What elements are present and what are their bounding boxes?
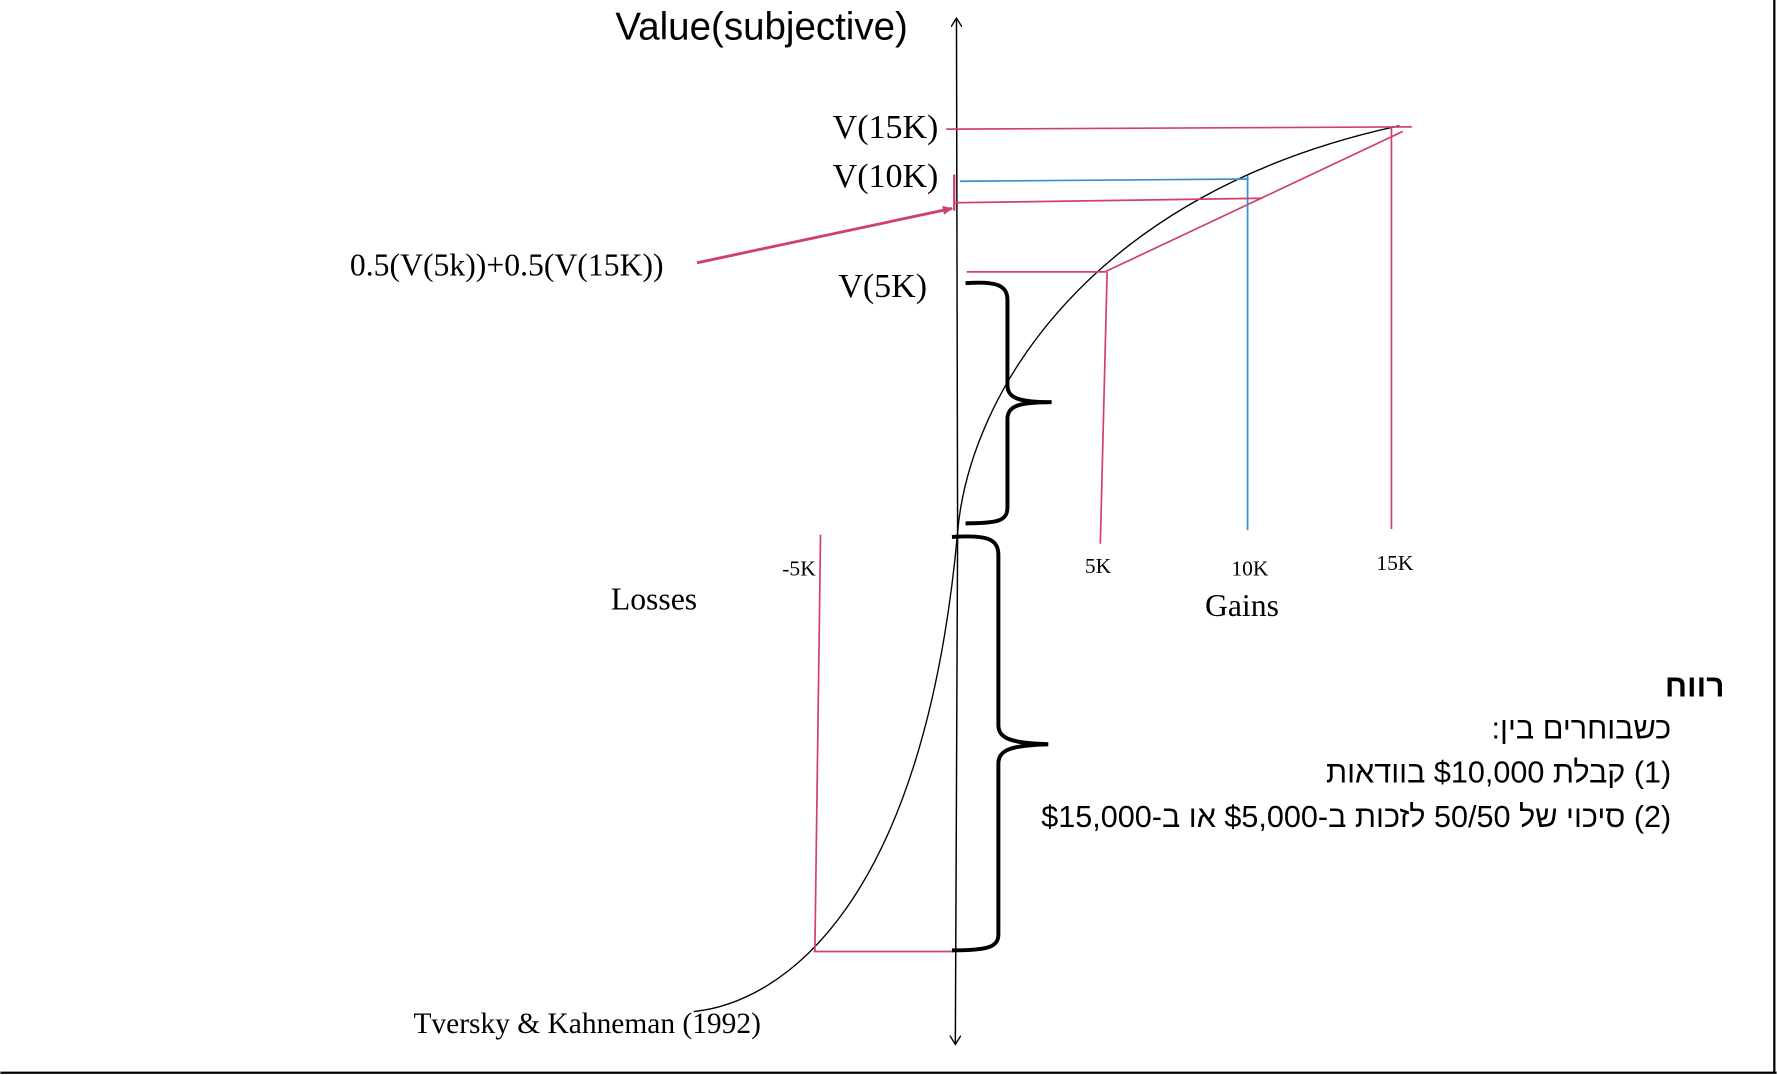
value-function-curve [693,125,1400,1013]
tick-15k: 15K [1376,551,1414,575]
v10k-label: V(10K) [833,158,939,195]
neg5k-vertical [814,534,822,952]
hebrew-line-1: כשבוחרים בין: [1492,712,1672,746]
hebrew-title: רווח [1665,668,1725,704]
y-axis-label: Value(subjective) [615,6,907,49]
gain-brace [965,280,1052,526]
hebrew-line-2: (1) קבלת $10,000 בוודאות [1326,756,1671,790]
chord-line [1104,130,1404,273]
expected-value-arrow [696,205,954,265]
gains-label: Gains [1205,588,1279,623]
tick-5k: 5K [1085,554,1112,578]
hebrew-line-3: (2) סיכוי של 50/50 לזכות ב-$5,000 או ב-$… [1041,800,1671,834]
losses-label: Losses [611,581,697,616]
v5k-label: V(5K) [838,268,927,305]
v15k-guide [946,126,1412,130]
tick-10k: 10K [1231,556,1269,580]
citation: Tversky & Kahneman (1992) [413,1008,760,1040]
loss-brace [951,534,1049,953]
tick-neg5k: -5K [782,556,816,580]
y-axis [956,18,957,533]
expected-value-label: 0.5(V(5k))+0.5(V(15K)) [350,247,664,282]
v10k-guide [959,178,1249,183]
y-axis-lower [955,532,957,1044]
v15k-label: V(15K) [833,109,939,146]
expected-value-guide [955,197,1263,204]
5k-vertical [1099,271,1108,544]
